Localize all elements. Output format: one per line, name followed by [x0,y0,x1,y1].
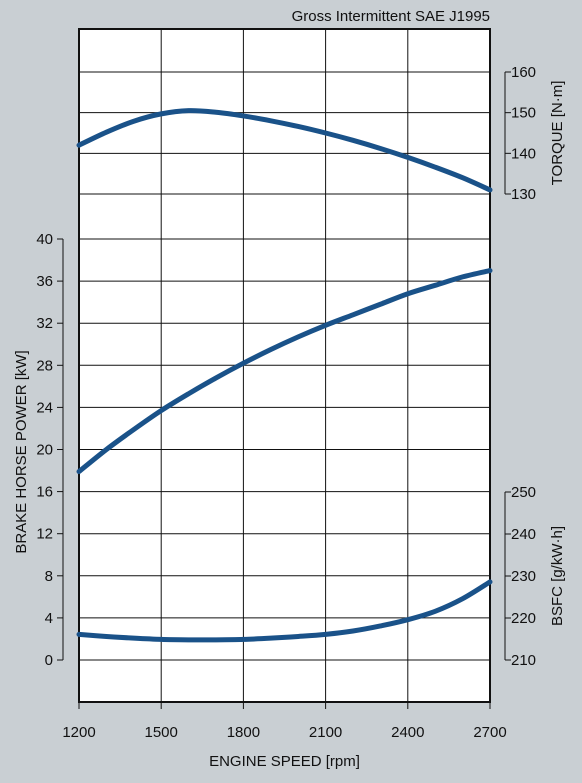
chart-title: Gross Intermittent SAE J1995 [292,8,490,25]
x-tick-label: 1500 [145,724,178,741]
x-tick-label: 2100 [309,724,342,741]
torque-tick-label: 150 [511,105,536,122]
power-tick-label: 16 [36,484,53,501]
power-tick-label: 8 [45,568,53,585]
power-tick-label: 20 [36,442,53,459]
power-tick-label: 28 [36,357,53,374]
bsfc-tick-label: 250 [511,484,536,501]
power-tick-label: 0 [45,652,53,669]
bsfc-curve [76,579,493,643]
axes: 1200 1500 1800 2100 2400 2700 0 4 8 12 16 20 24 28 32 3… [36,64,536,741]
bsfc-axis-title: BSFC [g/kW·h] [549,526,566,626]
torque-axis-title: TORQUE [N·m] [549,81,566,186]
plot-frame [78,28,491,703]
power-axis-title: BRAKE HORSE POWER [kW] [13,350,30,553]
power-tick-label: 36 [36,273,53,290]
bsfc-tick-label: 230 [511,568,536,585]
power-tick-label: 12 [36,526,53,543]
x-tick-label: 2700 [473,724,506,741]
x-tick-label: 1800 [227,724,260,741]
x-tick-label: 1200 [62,724,95,741]
power-tick-label: 40 [36,231,53,248]
power-tick-label: 32 [36,315,53,332]
grid-lines [78,29,491,702]
torque-tick-label: 140 [511,145,536,162]
torque-tick-label: 130 [511,186,536,203]
power-curve [76,268,493,475]
power-tick-label: 24 [36,399,53,416]
bsfc-tick-label: 210 [511,652,536,669]
series-lines [76,108,493,643]
bsfc-tick-label: 240 [511,526,536,543]
bsfc-tick-label: 220 [511,610,536,627]
torque-curve [76,108,493,193]
power-tick-label: 4 [45,610,53,627]
x-axis-title: ENGINE SPEED [rpm] [209,753,360,770]
torque-tick-label: 160 [511,64,536,81]
x-tick-label: 2400 [391,724,424,741]
